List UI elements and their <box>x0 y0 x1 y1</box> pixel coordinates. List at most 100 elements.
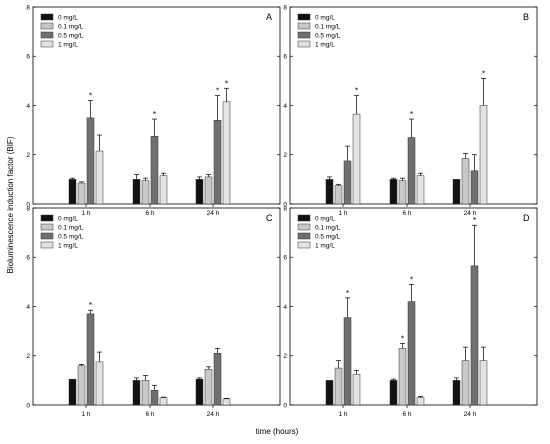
bar-c-2-2 <box>213 353 222 406</box>
panel-letter: A <box>266 12 272 22</box>
legend-label: 0.1 mg/L <box>315 23 341 30</box>
bar-c-2-3 <box>222 398 231 406</box>
legend-swatch <box>297 214 311 222</box>
significance-star: * <box>89 92 92 101</box>
bar-c-2-0 <box>195 378 204 406</box>
bar-c-0-2 <box>86 313 95 406</box>
bar-d-2-3 <box>479 360 488 406</box>
bar-d-0-1 <box>334 367 343 406</box>
y-tick-label: 6 <box>26 255 30 262</box>
bar-b-0-0 <box>325 179 334 205</box>
y-tick-label: 6 <box>283 54 287 61</box>
bar-d-2-0 <box>452 380 461 406</box>
bar-d-1-3 <box>416 397 425 406</box>
legend-swatch <box>297 223 311 231</box>
panel-b: 0 2 4 6 8 B 1 h * 6 h * 24 h * 0 mg/L 0.1 mg/L 0.5 mg/… <box>283 4 538 217</box>
legend-label: 0.1 mg/L <box>58 23 84 30</box>
y-tick-label: 0 <box>26 201 30 208</box>
x-tick-label: 24 h <box>464 210 477 217</box>
panel-c: 0 2 4 6 8 C 1 h * 6 h 24 h 0 mg/L 0.1 mg/L 0.5 mg/L 1… <box>26 205 281 418</box>
legend-swatch <box>297 31 311 39</box>
bar-b-0-3 <box>352 113 361 205</box>
bar-c-1-2 <box>150 389 159 406</box>
bar-b-2-3 <box>479 105 488 205</box>
y-tick-label: 0 <box>26 402 30 409</box>
bar-d-2-2 <box>470 265 479 406</box>
bar-a-2-3 <box>222 101 231 205</box>
bar-c-2-1 <box>204 369 213 406</box>
bar-a-0-2 <box>86 117 95 205</box>
bar-c-0-1 <box>77 365 86 406</box>
significance-star: * <box>401 334 404 343</box>
x-tick-label: 24 h <box>464 411 477 418</box>
significance-star: * <box>482 69 485 78</box>
significance-star: * <box>89 301 92 310</box>
legend-label: 0.1 mg/L <box>58 224 84 231</box>
bar-a-1-0 <box>132 179 141 205</box>
bar-d-2-1 <box>461 360 470 406</box>
legend-label: 0.5 mg/L <box>58 233 84 240</box>
bar-a-2-2 <box>213 120 222 205</box>
significance-star: * <box>355 87 358 96</box>
y-tick-label: 4 <box>283 103 287 110</box>
y-tick-label: 8 <box>26 4 30 11</box>
bar-d-0-2 <box>343 317 352 406</box>
x-tick-label: 1 h <box>81 411 90 418</box>
bar-a-2-0 <box>195 179 204 205</box>
y-tick-label: 2 <box>26 152 30 159</box>
legend-label: 0 mg/L <box>58 215 78 222</box>
legend-swatch <box>40 223 54 231</box>
bar-a-1-3 <box>159 175 168 205</box>
bar-d-1-1 <box>398 348 407 406</box>
legend-swatch <box>40 40 54 48</box>
bar-b-2-0 <box>452 179 461 205</box>
x-tick-label: 6 h <box>402 210 411 217</box>
bar-b-1-0 <box>389 179 398 205</box>
legend-label: 0 mg/L <box>315 215 335 222</box>
legend-swatch <box>297 40 311 48</box>
bar-c-1-1 <box>141 380 150 406</box>
bar-a-1-2 <box>150 136 159 205</box>
x-tick-label: 1 h <box>338 411 347 418</box>
bar-c-0-3 <box>95 361 104 406</box>
bar-d-0-3 <box>352 373 361 406</box>
bar-d-1-0 <box>389 380 398 406</box>
y-tick-label: 4 <box>283 304 287 311</box>
x-tick-label: 6 h <box>145 411 154 418</box>
panel-letter: B <box>523 12 529 22</box>
y-tick-label: 4 <box>26 304 30 311</box>
x-tick-label: 1 h <box>338 210 347 217</box>
y-tick-label: 8 <box>283 4 287 11</box>
legend-label: 0 mg/L <box>58 14 78 21</box>
legend-label: 0.5 mg/L <box>315 233 341 240</box>
y-tick-label: 2 <box>26 353 30 360</box>
bar-b-2-1 <box>461 158 470 205</box>
y-tick-label: 0 <box>283 402 287 409</box>
bar-d-0-0 <box>325 380 334 406</box>
legend-swatch <box>297 22 311 30</box>
significance-star: * <box>346 289 349 298</box>
bar-a-0-0 <box>68 179 77 205</box>
significance-star: * <box>225 79 228 88</box>
y-tick-label: 8 <box>26 205 30 212</box>
y-tick-label: 2 <box>283 353 287 360</box>
bar-b-0-2 <box>343 160 352 205</box>
legend-swatch <box>40 232 54 240</box>
significance-star: * <box>410 275 413 284</box>
significance-star: * <box>410 110 413 119</box>
bar-b-1-2 <box>407 137 416 205</box>
panel-letter: D <box>523 213 530 223</box>
x-tick-label: 6 h <box>402 411 411 418</box>
legend-label: 1 mg/L <box>315 41 335 48</box>
legend-label: 1 mg/L <box>58 242 78 249</box>
bar-c-1-3 <box>159 397 168 406</box>
x-tick-label: 6 h <box>145 210 154 217</box>
y-tick-label: 6 <box>283 255 287 262</box>
legend-label: 1 mg/L <box>315 242 335 249</box>
x-axis-title: time (hours) <box>256 427 299 436</box>
x-tick-label: 24 h <box>207 210 220 217</box>
panel-letter: C <box>266 213 273 223</box>
legend-swatch <box>297 13 311 21</box>
bar-b-0-1 <box>334 185 343 205</box>
